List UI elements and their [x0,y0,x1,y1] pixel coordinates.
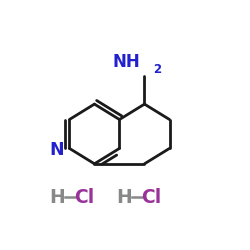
Text: Cl: Cl [141,188,161,207]
Text: N: N [50,141,64,159]
Text: NH: NH [113,54,141,72]
Text: H: H [49,188,65,207]
Text: 2: 2 [153,63,161,76]
Text: H: H [116,188,132,207]
Text: Cl: Cl [74,188,94,207]
